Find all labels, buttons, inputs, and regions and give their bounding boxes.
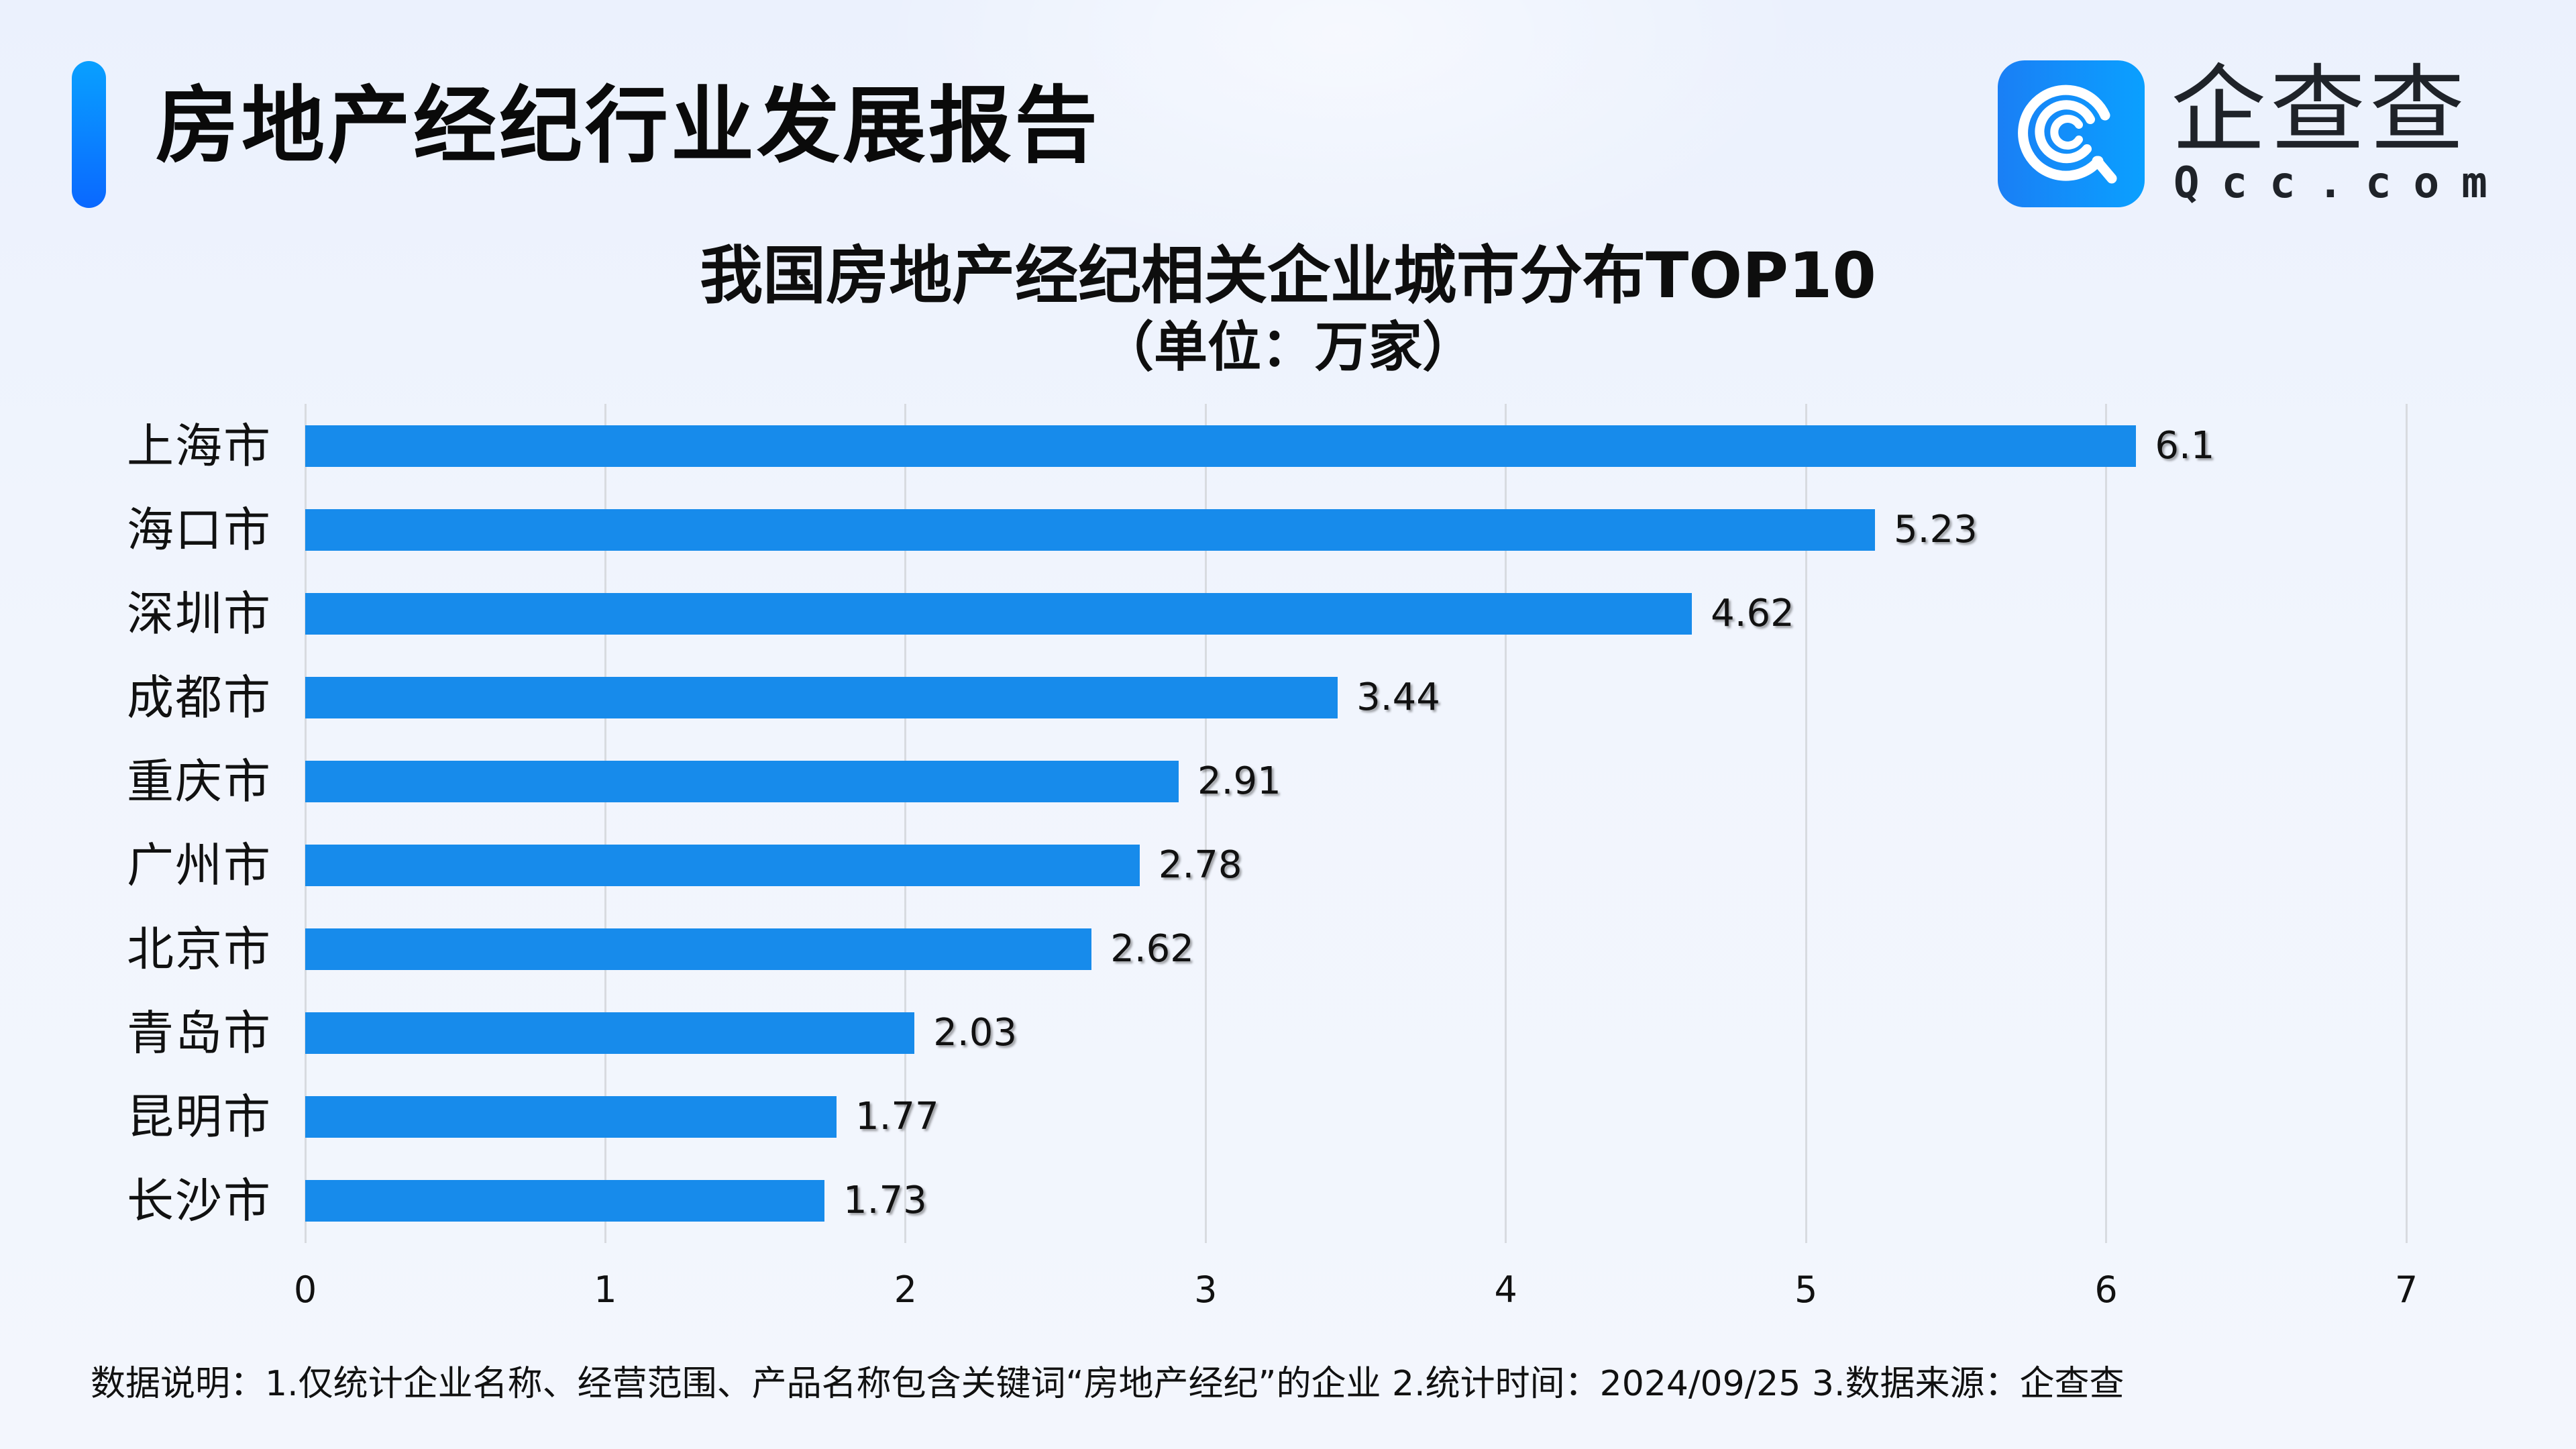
category-label: 长沙市 <box>127 1173 272 1228</box>
gridline <box>2105 404 2108 1243</box>
bar <box>305 1096 837 1138</box>
data-note: 数据说明：1.仅统计企业名称、经营范围、产品名称包含关键词“房地产经纪”的企业 … <box>91 1364 2125 1404</box>
x-tick-label: 2 <box>894 1269 918 1311</box>
value-label: 4.62 <box>1711 592 1794 635</box>
gridline <box>2405 404 2408 1243</box>
qcc-logo-icon <box>1998 60 2145 207</box>
category-label: 重庆市 <box>127 754 272 809</box>
category-label: 昆明市 <box>127 1089 272 1144</box>
x-tick-label: 1 <box>594 1269 617 1311</box>
gridline <box>604 404 606 1243</box>
category-label: 海口市 <box>127 502 272 557</box>
bar <box>305 677 1338 718</box>
chart-subtitle: （单位：万家） <box>1100 316 1476 378</box>
value-label: 6.1 <box>2155 424 2215 468</box>
x-tick-label: 5 <box>1794 1269 1818 1311</box>
value-label: 1.77 <box>855 1095 939 1138</box>
bar <box>305 1012 915 1054</box>
bar <box>305 593 1693 635</box>
value-label: 1.73 <box>843 1179 927 1222</box>
x-tick-label: 3 <box>1194 1269 1218 1311</box>
value-label: 5.23 <box>1894 508 1978 551</box>
x-tick-label: 6 <box>2094 1269 2118 1311</box>
logo-name-en: Qcc.com <box>2174 158 2510 208</box>
logo-name-cn: 企查查 <box>2171 55 2469 166</box>
category-label: 成都市 <box>127 670 272 725</box>
value-label: 2.62 <box>1110 927 1194 971</box>
gridline <box>1805 404 1807 1243</box>
category-label: 北京市 <box>127 922 272 977</box>
title-accent-bar <box>72 61 106 208</box>
bar <box>305 761 1179 802</box>
gridline <box>1505 404 1507 1243</box>
x-tick-label: 7 <box>2394 1269 2418 1311</box>
category-label: 广州市 <box>127 838 272 893</box>
category-label: 深圳市 <box>127 586 272 641</box>
bar <box>305 509 1876 551</box>
bar <box>305 928 1092 970</box>
page-title: 房地产经纪行业发展报告 <box>156 78 1101 174</box>
value-label: 2.91 <box>1197 759 1281 803</box>
category-label: 上海市 <box>127 419 272 474</box>
qcc-logo: 企查查 Qcc.com <box>1998 55 2487 209</box>
bar <box>305 1180 825 1222</box>
bar <box>305 845 1140 886</box>
bar <box>305 425 2137 467</box>
x-tick-label: 0 <box>293 1269 317 1311</box>
category-label: 青岛市 <box>127 1006 272 1061</box>
value-label: 3.44 <box>1356 676 1440 719</box>
value-label: 2.78 <box>1158 843 1242 887</box>
x-tick-label: 4 <box>1494 1269 1517 1311</box>
gridline <box>1204 404 1207 1243</box>
gridline <box>304 404 307 1243</box>
chart-title: 我国房地产经纪相关企业城市分布TOP10 <box>700 239 1876 313</box>
value-label: 2.03 <box>933 1011 1017 1055</box>
gridline <box>904 404 907 1243</box>
